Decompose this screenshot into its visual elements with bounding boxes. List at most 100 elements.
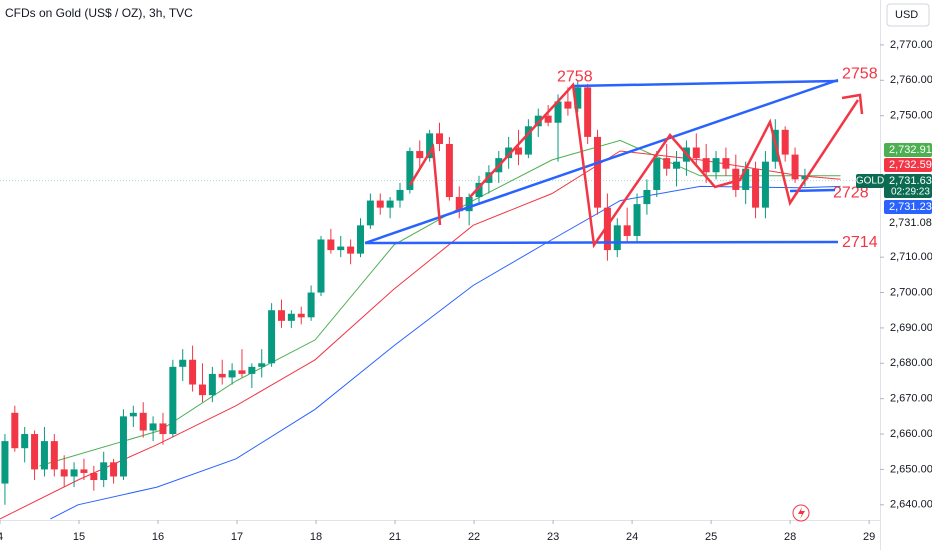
candle-body — [544, 115, 552, 123]
candle-body — [584, 87, 592, 137]
candle-body — [515, 147, 523, 155]
annotation-label: 2758 — [842, 66, 878, 83]
candle-body — [475, 182, 483, 198]
arrow-head — [841, 93, 864, 115]
candle-body — [287, 313, 295, 321]
symbol-tag — [856, 174, 884, 188]
candle-body — [445, 143, 453, 198]
candle-body — [366, 200, 374, 226]
price-tag-label: 2,731.08 — [889, 217, 932, 229]
y-tick-label: 2,650.00 — [890, 463, 932, 475]
y-tick-label: 2,670.00 — [890, 393, 932, 405]
candle-body — [297, 313, 305, 318]
annotation-label: 2758 — [557, 69, 593, 86]
y-tick-label: 2,770.00 — [890, 39, 932, 51]
candle-body — [742, 168, 750, 190]
candle-body — [169, 366, 177, 435]
candle-body — [761, 161, 769, 208]
x-tick-label: 22 — [468, 531, 480, 543]
candle-body — [248, 366, 256, 374]
candle-body — [258, 363, 266, 367]
candle-body — [238, 370, 246, 374]
symbol-label: GOLD — [856, 176, 884, 187]
candle-body — [40, 441, 48, 470]
candle-body — [179, 359, 187, 367]
candle-body — [702, 158, 710, 173]
candle-body — [208, 373, 216, 396]
x-tick-label: 24 — [626, 531, 638, 543]
x-tick-label: 29 — [863, 531, 875, 543]
candle-body — [732, 168, 740, 190]
candle-body — [643, 189, 651, 205]
price-tag — [884, 143, 932, 157]
series-layer — [0, 80, 880, 520]
countdown: 02:29:23 — [891, 187, 930, 198]
candle-body — [189, 359, 197, 385]
candle-body — [722, 158, 730, 169]
candle-body — [80, 469, 88, 473]
candle-body — [11, 412, 19, 449]
candle-body — [356, 225, 364, 254]
candle-body — [623, 225, 631, 236]
candle-body — [21, 434, 29, 449]
y-tick-label: 2,680.00 — [890, 357, 932, 369]
candle-body — [574, 87, 582, 109]
candle-body — [465, 197, 473, 212]
candle-body — [159, 423, 167, 435]
x-tick-label: 4 — [0, 531, 3, 543]
currency: USD — [895, 9, 918, 21]
candle-body — [139, 412, 147, 431]
candle-body — [791, 154, 799, 180]
candle-body — [31, 434, 39, 470]
trend-line — [572, 79, 839, 88]
candle-body — [119, 416, 127, 477]
event-icon-bolt — [798, 507, 805, 519]
x-tick-label: 16 — [152, 531, 164, 543]
price-tag — [884, 174, 932, 198]
price-tag-label: 2,732.91 — [889, 144, 932, 156]
candle-body — [416, 151, 424, 159]
candle-body — [90, 472, 98, 481]
candle-body — [100, 462, 108, 481]
candle-body — [50, 441, 58, 470]
candle-body — [633, 204, 641, 236]
candle-body — [317, 239, 325, 293]
candle-body — [613, 225, 621, 251]
candle-body — [554, 101, 562, 123]
candle-body — [692, 147, 700, 159]
price-tag — [884, 200, 932, 214]
candle-body — [110, 462, 118, 477]
candle-body — [396, 189, 404, 201]
price-tag-label: 2,731.63 — [889, 175, 932, 187]
candle-body — [307, 292, 315, 318]
candle-body — [712, 158, 720, 173]
currency-box[interactable] — [886, 3, 930, 27]
candle-body — [70, 469, 78, 477]
candle-body — [218, 373, 226, 378]
y-tick-label: 2,640.00 — [890, 499, 932, 511]
x-tick-label: 23 — [547, 531, 559, 543]
candle-body — [594, 136, 602, 208]
x-tick-label: 15 — [73, 531, 85, 543]
trend-line — [364, 240, 839, 245]
price-tag — [884, 158, 932, 172]
candle-body — [653, 158, 661, 190]
x-tick-label: 25 — [705, 531, 717, 543]
candle-body — [337, 246, 345, 251]
chart-title: CFDs on Gold (US$ / OZ), 3h, TVC — [5, 6, 193, 20]
price-tag-label: 2,732.59 — [889, 159, 932, 171]
candle-body — [347, 246, 355, 254]
annotation-label: 2714 — [842, 234, 878, 251]
trend-line — [364, 78, 839, 245]
candle-body — [436, 133, 444, 144]
candle-body — [663, 158, 671, 169]
path-drawing — [469, 82, 860, 249]
y-tick-label: 2,710.00 — [890, 251, 932, 263]
candle-body — [376, 200, 384, 208]
y-tick-label: 2,700.00 — [890, 286, 932, 298]
y-tick-label: 2,750.00 — [890, 110, 932, 122]
candle-body — [327, 239, 335, 251]
